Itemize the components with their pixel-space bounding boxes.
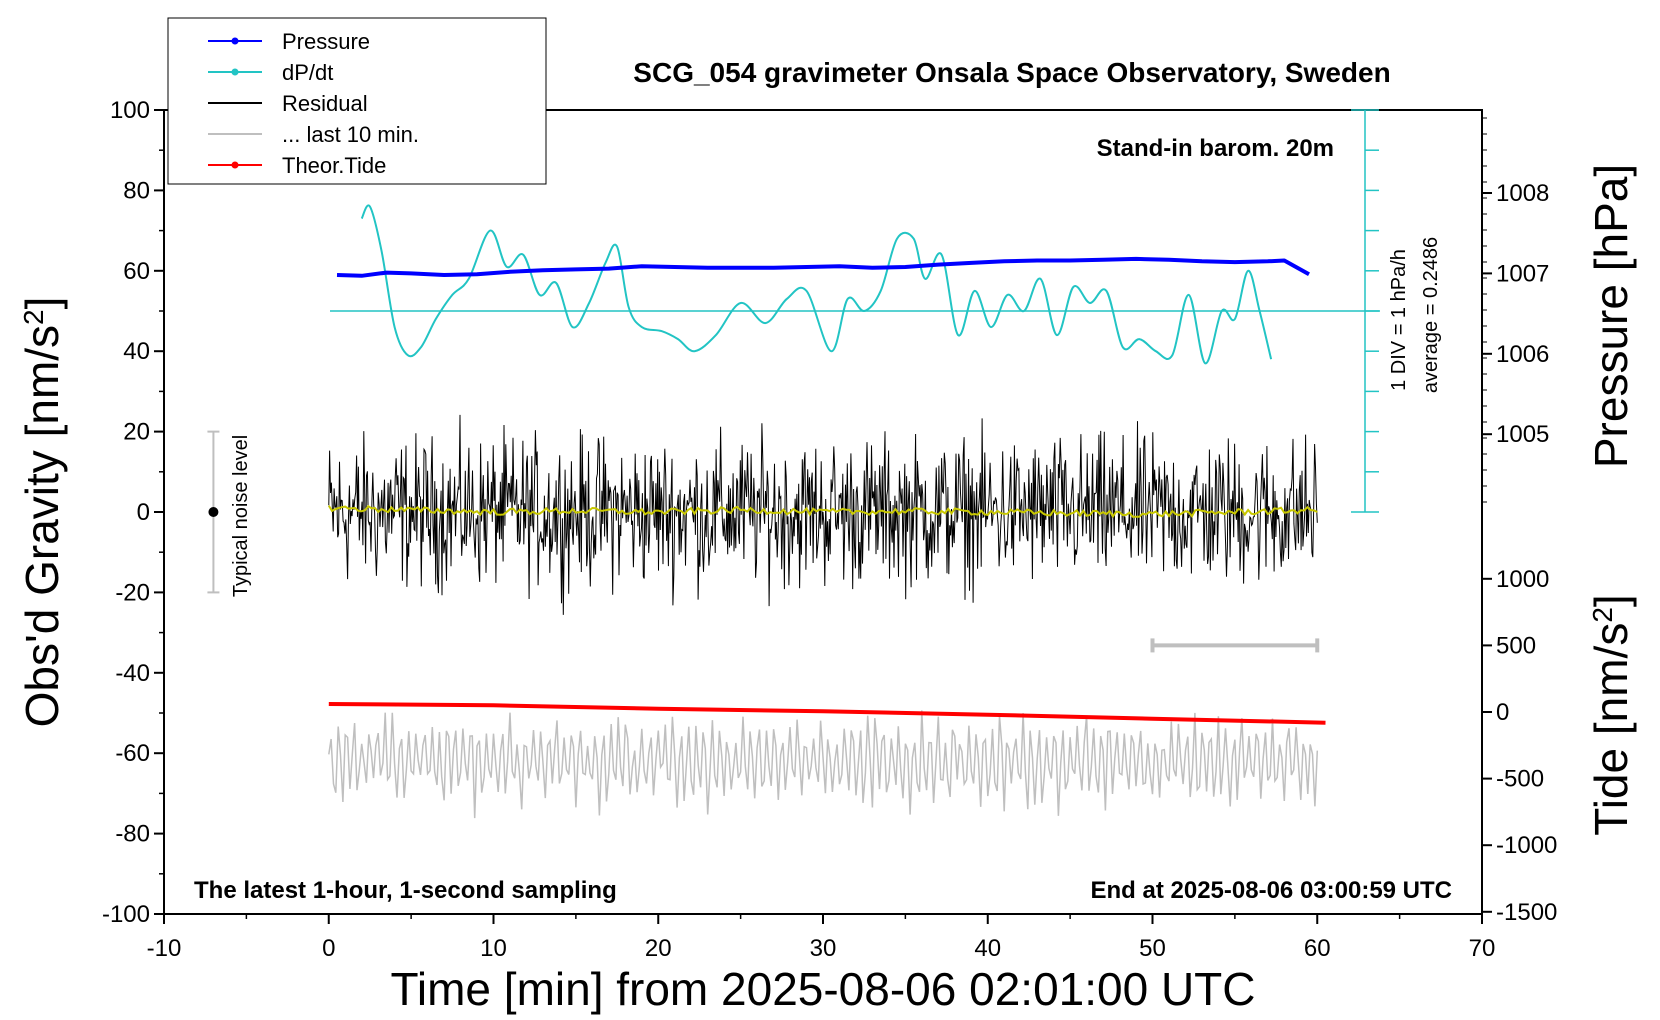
x-tick-label: 40 [974,935,1001,962]
y-tick-label: 100 [110,97,150,124]
tide-tick-label: -1500 [1496,899,1557,926]
legend-marker [231,68,239,76]
noise-level-bar [207,430,220,594]
x-tick-label: 20 [645,935,672,962]
average-note: average = 0.2486 [1420,237,1442,393]
pressure-line [336,256,1310,278]
pressure-tick-label: 1008 [1496,180,1549,207]
last-10-min-line [328,710,1319,819]
x-tick-label: 30 [810,935,837,962]
end-time-note: End at 2025-08-06 03:00:59 UTC [1091,877,1453,904]
dpdt-line [360,204,1273,365]
tide-line [328,702,1326,725]
legend-label: dP/dt [282,60,333,85]
legend: Pressure dP/dt Residual ... last 10 min. The… [167,17,547,185]
pressure-tick-label: 1007 [1496,260,1549,287]
y-tick-label: 0 [137,499,150,526]
y-tick-label: 80 [123,177,150,204]
tide-tick-label: -500 [1496,766,1544,793]
y-tick-label: -100 [102,901,150,928]
noise-note: Typical noise level [230,435,252,597]
x-tick-label: 10 [480,935,507,962]
y-tick-label: -40 [115,660,150,687]
x-tick-label: 70 [1469,935,1496,962]
pressure-tick-label: 1005 [1496,421,1549,448]
y-tick-label: -60 [115,740,150,767]
pressure-tick-label: 1006 [1496,341,1549,368]
x-tick-label: 50 [1139,935,1166,962]
legend-label: ... last 10 min. [282,122,419,147]
x-axis-label: Time [min] from 2025-08-06 02:01:00 UTC [391,963,1256,1015]
legend-label: Theor.Tide [282,153,386,178]
tide-tick-label: 1000 [1496,566,1549,593]
y-axis-label: Obs'd Gravity [nm/s2] [16,297,68,728]
legend-box [167,17,547,185]
sampling-note: The latest 1-hour, 1-second sampling [194,877,617,904]
legend-marker [231,161,239,169]
residual-line [328,414,1318,615]
residual-smoothed-line [327,504,1318,519]
last-10-min-bar [1150,638,1320,653]
y-tick-label: 60 [123,258,150,285]
tide-tick-label: 0 [1496,699,1509,726]
x-tick-label: 0 [322,935,335,962]
div-scale [1351,109,1379,513]
div-note: 1 DIV = 1 hPa/h [1388,249,1410,391]
legend-marker [231,37,239,45]
pressure-axis-label: Pressure [hPa] [1585,164,1637,468]
tide-axis-label: Tide [nm/s2] [1585,594,1637,835]
tide-tick-label: -1000 [1496,832,1557,859]
tide-tick-label: 500 [1496,632,1536,659]
barometer-note: Stand-in barom. 20m [1097,135,1334,162]
legend-label: Residual [282,91,368,116]
chart-title: SCG_054 gravimeter Onsala Space Observat… [633,57,1390,88]
y-tick-label: 40 [123,338,150,365]
y-tick-label: -20 [115,579,150,606]
legend-label: Pressure [282,29,370,54]
noise-bar-center [208,507,219,517]
x-tick-label: 60 [1304,935,1331,962]
y-tick-label: -80 [115,821,150,848]
y-tick-label: 20 [123,419,150,446]
x-tick-label: -10 [147,935,182,962]
